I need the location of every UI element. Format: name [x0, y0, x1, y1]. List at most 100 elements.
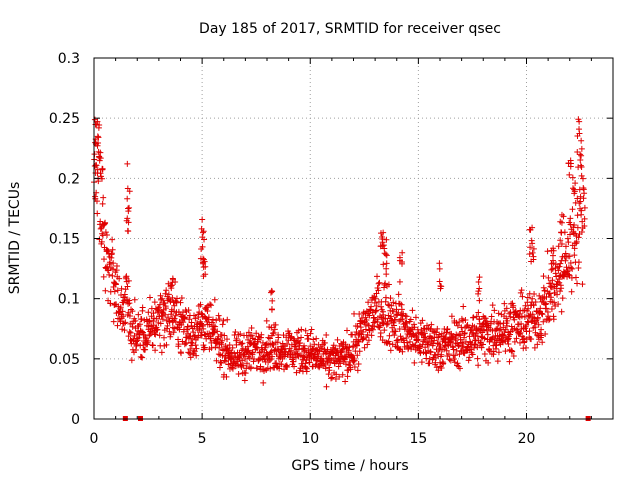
data-point — [248, 364, 255, 371]
data-point — [513, 335, 520, 342]
data-point — [324, 346, 331, 353]
data-point — [441, 335, 448, 342]
data-point — [517, 329, 524, 336]
data-point — [564, 235, 571, 242]
data-point — [494, 358, 501, 365]
data-point — [284, 341, 291, 348]
data-point — [449, 334, 456, 341]
data-point — [167, 333, 174, 340]
data-point — [537, 305, 544, 312]
data-point — [534, 341, 541, 348]
data-point — [151, 330, 158, 337]
data-point — [161, 300, 168, 307]
data-point — [554, 291, 561, 298]
plot-frame — [93, 57, 614, 420]
data-point — [579, 175, 586, 182]
data-point — [213, 357, 220, 364]
data-point — [544, 248, 551, 255]
data-point — [274, 339, 281, 346]
data-point — [394, 343, 401, 350]
data-point — [391, 332, 398, 339]
data-point — [476, 274, 483, 281]
data-point — [206, 301, 213, 308]
data-point — [475, 309, 482, 316]
data-point — [175, 336, 182, 343]
data-point — [558, 285, 565, 292]
data-point — [330, 342, 337, 349]
data-point — [371, 323, 378, 330]
data-point — [104, 247, 111, 254]
data-point — [300, 353, 307, 360]
x-tick-label: 10 — [301, 431, 319, 447]
data-point — [365, 337, 372, 344]
data-point — [448, 313, 455, 320]
data-point — [491, 307, 498, 314]
data-point — [531, 290, 538, 297]
data-point — [581, 215, 588, 222]
data-point — [459, 340, 466, 347]
data-point — [244, 343, 251, 350]
data-point — [354, 352, 361, 359]
data-point — [135, 311, 142, 318]
data-point — [213, 317, 220, 324]
data-point — [379, 243, 386, 250]
data-point — [124, 195, 131, 202]
data-point — [107, 300, 114, 307]
data-point — [443, 347, 450, 354]
data-point — [581, 223, 588, 230]
data-point — [539, 339, 546, 346]
data-point — [188, 319, 195, 326]
data-point — [307, 330, 314, 337]
data-point — [457, 365, 464, 372]
data-point — [283, 362, 290, 369]
data-point — [445, 342, 452, 349]
data-point — [288, 347, 295, 354]
data-point — [240, 362, 247, 369]
data-point — [553, 273, 560, 280]
data-point — [521, 314, 528, 321]
data-point — [164, 322, 171, 329]
data-point — [351, 357, 358, 364]
data-point — [576, 130, 583, 137]
data-point — [385, 301, 392, 308]
data-point — [237, 331, 244, 338]
data-point — [126, 188, 133, 195]
data-point — [452, 352, 459, 359]
data-point — [214, 328, 221, 335]
data-point — [488, 313, 495, 320]
data-point — [365, 322, 372, 329]
data-point — [98, 238, 105, 245]
data-point — [437, 285, 444, 292]
data-point — [154, 326, 161, 333]
data-point — [404, 339, 411, 346]
data-point — [485, 359, 492, 366]
data-point — [497, 320, 504, 327]
data-point — [200, 325, 207, 332]
data-point — [453, 319, 460, 326]
data-point — [364, 341, 371, 348]
data-point — [568, 264, 575, 271]
data-point — [116, 275, 123, 282]
data-point — [388, 313, 395, 320]
data-point — [471, 344, 478, 351]
data-point — [286, 330, 293, 337]
data-point — [126, 312, 133, 319]
data-point — [199, 243, 206, 250]
data-point — [383, 271, 390, 278]
data-point — [492, 345, 499, 352]
data-point — [163, 341, 170, 348]
data-point — [125, 205, 132, 212]
data-point — [390, 319, 397, 326]
data-point — [422, 333, 429, 340]
data-point — [562, 257, 569, 264]
data-point — [558, 308, 565, 315]
data-point — [336, 357, 343, 364]
data-point — [564, 267, 571, 274]
data-point — [156, 332, 163, 339]
data-point — [548, 266, 555, 273]
data-point — [460, 303, 467, 310]
data-point — [124, 227, 131, 234]
data-point — [531, 344, 538, 351]
data-point — [548, 247, 555, 254]
